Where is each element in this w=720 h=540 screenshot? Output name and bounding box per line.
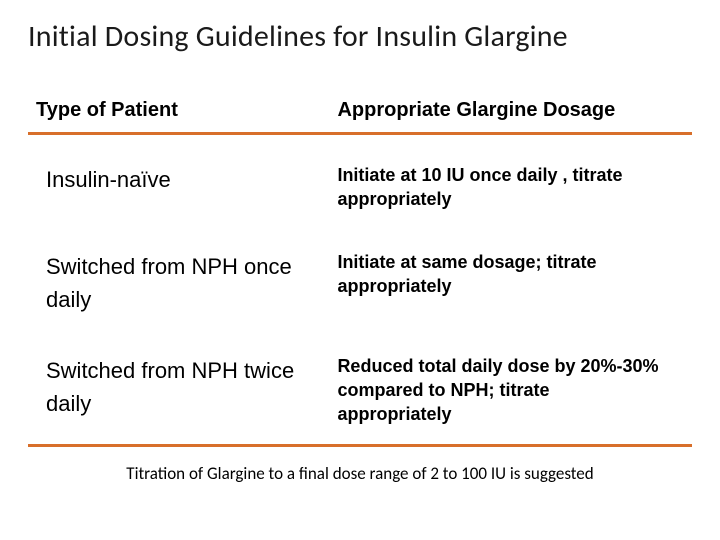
table-header-row: Type of Patient Appropriate Glargine Dos… (28, 99, 692, 135)
dosage-cell: Initiate at same dosage; titrate appropr… (333, 250, 692, 299)
table-body: Insulin-naïve Initiate at 10 IU once dai… (28, 135, 692, 426)
dosage-cell: Reduced total daily dose by 20%-30% comp… (333, 354, 692, 427)
patient-type-cell: Insulin-naïve (28, 163, 333, 196)
column-header-patient: Type of Patient (28, 99, 333, 122)
table-bottom-rule (28, 444, 692, 447)
dosage-cell: Initiate at 10 IU once daily , titrate a… (333, 163, 692, 212)
table-row: Insulin-naïve Initiate at 10 IU once dai… (28, 163, 692, 212)
table-row: Switched from NPH twice daily Reduced to… (28, 354, 692, 427)
footnote-text: Titration of Glargine to a final dose ra… (28, 463, 692, 484)
patient-type-cell: Switched from NPH twice daily (28, 354, 333, 420)
column-header-dosage: Appropriate Glargine Dosage (333, 99, 692, 122)
slide-title: Initial Dosing Guidelines for Insulin Gl… (28, 18, 692, 55)
table-row: Switched from NPH once daily Initiate at… (28, 250, 692, 316)
patient-type-cell: Switched from NPH once daily (28, 250, 333, 316)
dosing-table: Type of Patient Appropriate Glargine Dos… (28, 99, 692, 447)
